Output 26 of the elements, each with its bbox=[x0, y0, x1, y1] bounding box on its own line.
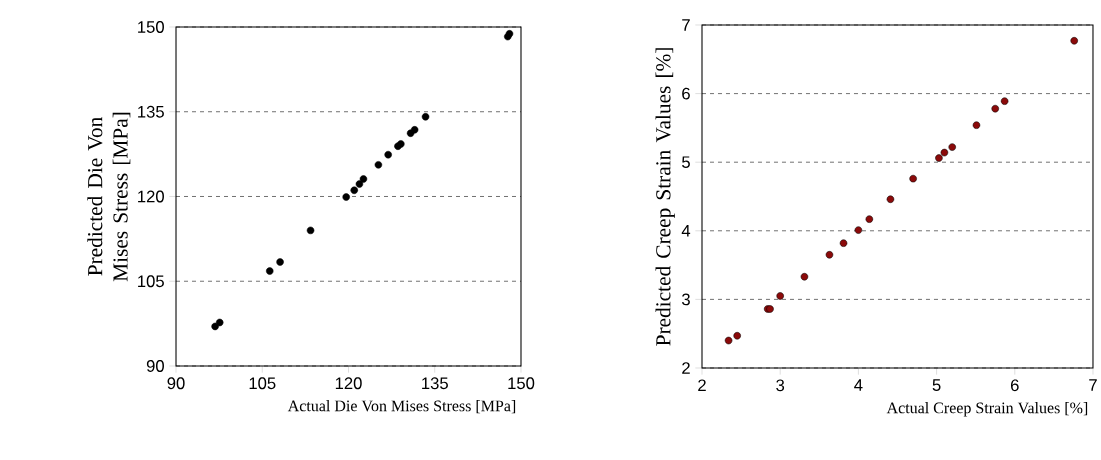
y-tick-label: 4 bbox=[681, 225, 691, 237]
x-tick-label: 4 bbox=[854, 379, 863, 391]
y-tick-label: 135 bbox=[138, 105, 164, 118]
x-tick-label: 6 bbox=[1010, 379, 1019, 392]
x-tick-label: 105 bbox=[249, 377, 276, 390]
x-tick-label: 120 bbox=[335, 377, 362, 390]
x-tick-label: 7 bbox=[1089, 379, 1097, 391]
y-tick-label: 6 bbox=[682, 87, 690, 100]
x-tick-label: 90 bbox=[167, 377, 185, 390]
x-tick-label: 5 bbox=[932, 379, 941, 391]
x-tick-label: 3 bbox=[776, 379, 785, 392]
y-tick-label: 90 bbox=[146, 360, 164, 372]
x-axis-title: Actual Die Von Mises Stress [MPa] bbox=[287, 400, 516, 414]
y-tick-label: 3 bbox=[681, 293, 690, 306]
y-tick-label: 120 bbox=[138, 190, 164, 203]
y-tick-label: 7 bbox=[682, 19, 690, 31]
x-tick-label: 2 bbox=[698, 379, 706, 391]
y-axis-title: Predicted Die Von Mises Stress [MPa] bbox=[87, 112, 131, 282]
y-axis-title: Predicted Creep Strain Values [%] bbox=[655, 48, 675, 346]
y-tick-label: 2 bbox=[682, 362, 690, 374]
x-tick-label: 150 bbox=[508, 377, 535, 390]
y-tick-label: 150 bbox=[138, 21, 164, 33]
y-tick-label: 5 bbox=[682, 156, 690, 169]
x-axis-title: Actual Creep Strain Values [%] bbox=[886, 402, 1088, 417]
y-tick-label: 105 bbox=[138, 275, 164, 288]
x-tick-label: 135 bbox=[422, 377, 448, 390]
